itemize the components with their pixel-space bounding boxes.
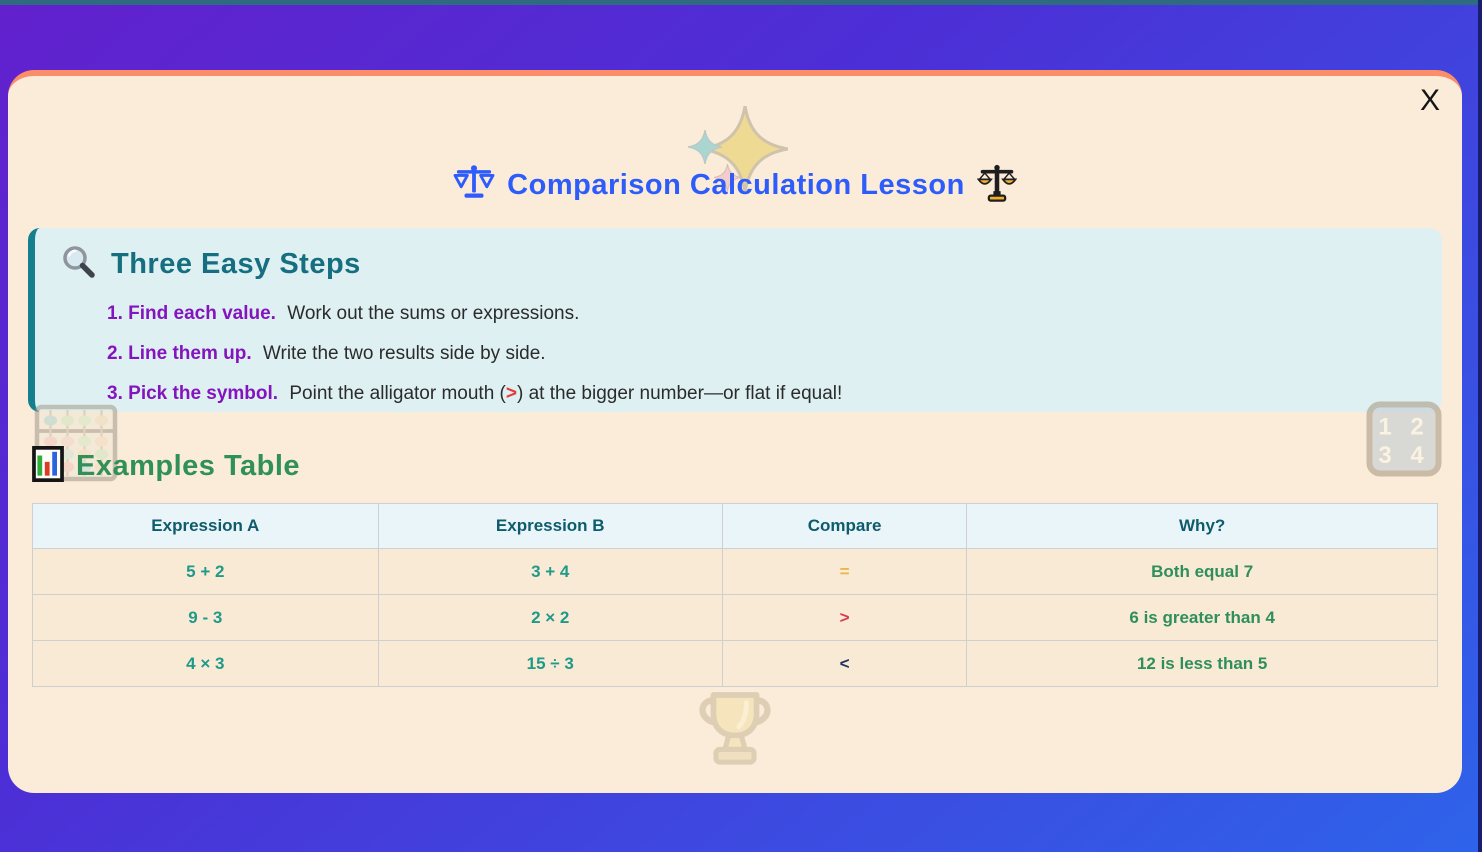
steps-header: Three Easy Steps — [61, 244, 1416, 285]
examples-heading: Examples Table — [76, 450, 301, 482]
cell-expression-a: 9 - 3 — [32, 594, 379, 641]
trophy-icon — [8, 689, 1462, 777]
magnifier-icon — [61, 244, 97, 285]
balance-scale-emoji-icon — [976, 164, 1018, 207]
table-row: 5 + 2 3 + 4 = Both equal 7 — [32, 548, 1438, 595]
input-numbers-icon: 1 2 3 4 — [1364, 400, 1444, 483]
cell-why: 12 is less than 5 — [966, 640, 1438, 687]
cell-compare: > — [721, 594, 968, 641]
abacus-icon — [33, 404, 119, 487]
step-item-2: 2. Line them up. Write the two results s… — [107, 343, 546, 364]
lesson-modal: X Com — [8, 70, 1462, 793]
table-header-row: Expression A Expression B Compare Why? — [32, 503, 1438, 549]
cell-compare: < — [721, 640, 968, 687]
col-header-expression-a: Expression A — [32, 503, 379, 549]
close-button[interactable]: X — [1419, 84, 1440, 117]
examples-table-wrap: Expression A Expression B Compare Why? 5… — [32, 503, 1438, 687]
svg-text:3 4: 3 4 — [1378, 442, 1429, 469]
steps-list: 1. Find each value. Work out the sums or… — [61, 303, 1416, 405]
balance-scale-blue-icon — [453, 164, 495, 207]
cell-why: Both equal 7 — [966, 548, 1438, 595]
sparkle-teal-icon — [687, 129, 723, 169]
right-edge-stripe — [1478, 0, 1482, 852]
bar-chart-icon — [32, 446, 64, 487]
cell-expression-a: 4 × 3 — [32, 640, 379, 687]
svg-text:1 2: 1 2 — [1378, 414, 1429, 441]
sparkles-icon — [701, 105, 789, 197]
cell-expression-b: 15 ÷ 3 — [377, 640, 723, 687]
sparkle-pink-icon — [713, 163, 742, 196]
examples-table: Expression A Expression B Compare Why? 5… — [32, 503, 1438, 687]
modal-header: Comparison Calculation Lesson — [8, 76, 1462, 218]
col-header-compare: Compare — [721, 503, 968, 549]
step-item-1: 1. Find each value. Work out the sums or… — [107, 303, 580, 324]
cell-compare: = — [721, 548, 968, 595]
cell-expression-b: 2 × 2 — [377, 594, 723, 641]
cell-expression-a: 5 + 2 — [32, 548, 379, 595]
cell-expression-b: 3 + 4 — [377, 548, 723, 595]
table-row: 9 - 3 2 × 2 > 6 is greater than 4 — [32, 594, 1438, 641]
col-header-expression-b: Expression B — [377, 503, 723, 549]
col-header-why: Why? — [966, 503, 1438, 549]
title-row: Comparison Calculation Lesson — [8, 164, 1462, 207]
table-row: 4 × 3 15 ÷ 3 < 12 is less than 5 — [32, 640, 1438, 687]
step-item-3: 3. Pick the symbol. Point the alligator … — [107, 383, 843, 404]
cell-why: 6 is greater than 4 — [966, 594, 1438, 641]
steps-heading: Three Easy Steps — [111, 248, 361, 280]
examples-header: Examples Table — [32, 446, 1438, 487]
top-edge-stripe — [0, 0, 1482, 5]
steps-panel: Three Easy Steps 1. Find each value. Wor… — [28, 228, 1442, 412]
page-title: Comparison Calculation Lesson — [507, 169, 965, 201]
